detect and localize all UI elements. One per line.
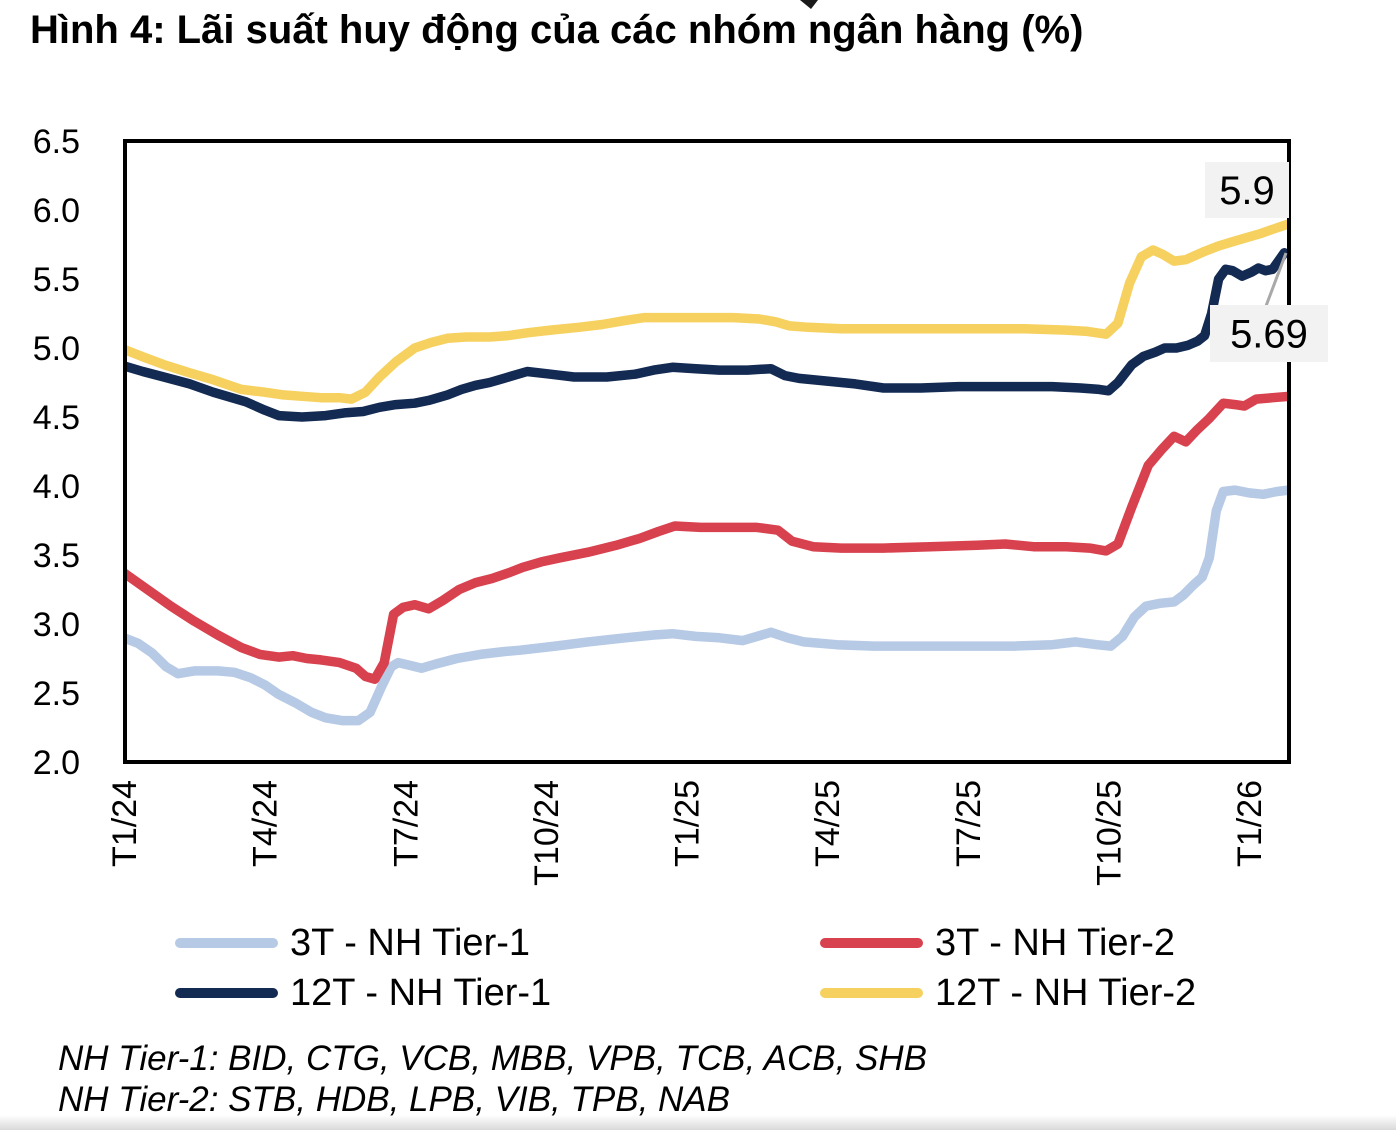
y-axis-tick-label: 3.0 <box>33 606 80 644</box>
x-axis-tick-label: T1/25 <box>669 780 707 867</box>
legend-item-12t-nh-tier-2: 12T - NH Tier-2 <box>820 970 1335 1016</box>
legend: 3T - NH Tier-1 3T - NH Tier-2 12T - NH Tie… <box>175 920 1335 1016</box>
footnote-tier2: NH Tier-2: STB, HDB, LPB, VIB, TPB, NAB <box>58 1080 730 1119</box>
y-axis-tick-label: 6.0 <box>33 192 80 230</box>
footnotes: NH Tier-1: BID, CTG, VCB, MBB, VPB, TCB,… <box>58 1038 927 1120</box>
series-line-3t-nh-tier-2 <box>127 391 1287 684</box>
legend-label: 3T - NH Tier-2 <box>935 921 1176 964</box>
x-axis-tick-label: T10/25 <box>1090 780 1128 886</box>
end-value-label-12t-nh-tier-2: 5.9 <box>1219 169 1275 213</box>
annotation-leader-line <box>1264 252 1288 307</box>
screenshot-crop-artifact <box>800 0 818 9</box>
x-axis-tick-label: T1/26 <box>1231 780 1269 867</box>
x-axis-tick-label: T4/25 <box>809 780 847 867</box>
legend-item-3t-nh-tier-1: 3T - NH Tier-1 <box>175 920 820 966</box>
legend-swatch-icon <box>820 988 923 998</box>
legend-swatch-icon <box>175 938 278 948</box>
series-line-3t-nh-tier-1 <box>127 485 1287 726</box>
y-axis-tick-label: 5.0 <box>33 330 80 368</box>
chart-title: Hình 4: Lãi suất huy động của các nhóm n… <box>30 8 1084 52</box>
legend-item-3t-nh-tier-2: 3T - NH Tier-2 <box>820 920 1335 966</box>
legend-label: 12T - NH Tier-2 <box>935 971 1197 1014</box>
legend-swatch-icon <box>175 988 278 998</box>
y-axis-tick-label: 4.5 <box>33 399 80 437</box>
series-line-12t-nh-tier-1 <box>127 248 1287 422</box>
series-line-12t-nh-tier-2 <box>127 219 1287 404</box>
x-axis-tick-label: T1/24 <box>106 780 144 867</box>
end-value-label-12t-nh-tier-1: 5.69 <box>1230 313 1308 357</box>
footnote-tier1: NH Tier-1: BID, CTG, VCB, MBB, VPB, TCB,… <box>58 1039 928 1078</box>
y-axis-tick-label: 3.5 <box>33 537 80 575</box>
y-axis-tick-label: 4.0 <box>33 468 80 506</box>
x-axis-tick-label: T7/25 <box>950 780 988 867</box>
y-axis-tick-label: 2.5 <box>33 675 80 713</box>
legend-label: 3T - NH Tier-1 <box>290 921 531 964</box>
y-axis-tick-label: 6.5 <box>33 123 80 161</box>
legend-swatch-icon <box>820 938 923 948</box>
legend-label: 12T - NH Tier-1 <box>290 971 552 1014</box>
end-value-label-box <box>1205 162 1289 218</box>
plot-border <box>123 139 1291 764</box>
x-axis-tick-label: T10/24 <box>528 780 566 886</box>
bottom-fade <box>0 1115 1396 1130</box>
y-axis-tick-label: 5.5 <box>33 261 80 299</box>
y-axis-tick-label: 2.0 <box>33 744 80 782</box>
x-axis-tick-label: T7/24 <box>387 780 425 867</box>
legend-item-12t-nh-tier-1: 12T - NH Tier-1 <box>175 970 820 1016</box>
end-value-label-box <box>1210 305 1328 362</box>
x-axis-tick-label: T4/24 <box>247 780 285 867</box>
